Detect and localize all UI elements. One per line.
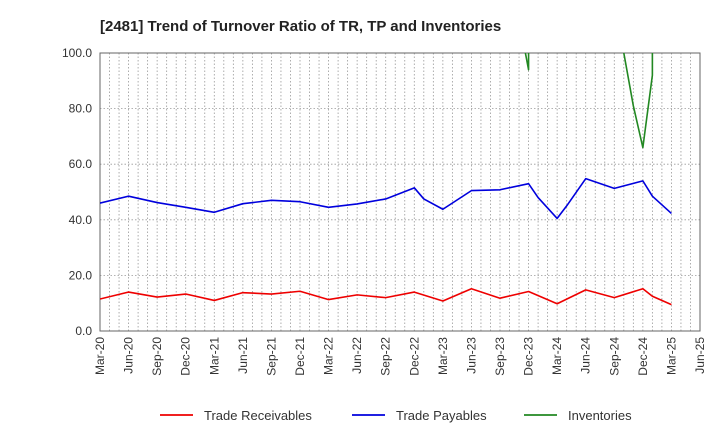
legend-label: Trade Receivables bbox=[204, 408, 312, 423]
x-tick-label: Mar-20 bbox=[93, 337, 107, 375]
y-tick-label: 60.0 bbox=[69, 157, 93, 171]
x-tick-label: Mar-24 bbox=[550, 337, 564, 375]
x-tick-label: Dec-22 bbox=[407, 337, 421, 376]
series-lines bbox=[100, 53, 672, 306]
x-tick-label: Mar-25 bbox=[664, 337, 678, 375]
x-tick-label: Jun-25 bbox=[693, 337, 707, 374]
x-tick-label: Mar-23 bbox=[436, 337, 450, 375]
grid bbox=[99, 52, 701, 332]
series-line-inventories bbox=[524, 53, 530, 71]
y-tick-label: 40.0 bbox=[69, 213, 93, 227]
y-tick-label: 80.0 bbox=[69, 102, 93, 116]
x-tick-label: Jun-20 bbox=[122, 337, 136, 374]
plot-area bbox=[99, 52, 701, 332]
x-tick-label: Sep-22 bbox=[379, 337, 393, 376]
series-line-inventories bbox=[622, 53, 654, 149]
y-tick-label: 0.0 bbox=[75, 324, 92, 338]
y-axis: 0.0 20.0 40.0 60.0 80.0 100.0 bbox=[62, 46, 92, 338]
x-tick-label: Dec-23 bbox=[522, 337, 536, 376]
x-tick-label: Sep-21 bbox=[264, 337, 278, 376]
x-tick-label: Sep-23 bbox=[493, 337, 507, 376]
legend-label: Trade Payables bbox=[396, 408, 487, 423]
x-tick-label: Jun-23 bbox=[464, 337, 478, 374]
legend: Trade Receivables Trade Payables Inventori… bbox=[160, 408, 632, 423]
y-tick-label: 20.0 bbox=[69, 268, 93, 282]
y-tick-label: 100.0 bbox=[62, 46, 92, 60]
x-tick-label: Dec-21 bbox=[293, 337, 307, 376]
series-line-trade-receivables bbox=[100, 287, 672, 306]
x-axis: Mar-20 Jun-20 Sep-20 Dec-20 Mar-21 Jun-21 Sep-… bbox=[93, 337, 707, 376]
x-tick-label: Jun-21 bbox=[236, 337, 250, 374]
x-tick-label: Sep-24 bbox=[607, 337, 621, 376]
x-tick-label: Jun-22 bbox=[350, 337, 364, 374]
x-tick-label: Dec-24 bbox=[636, 337, 650, 376]
x-tick-label: Jun-24 bbox=[579, 337, 593, 374]
x-tick-label: Sep-20 bbox=[150, 337, 164, 376]
series-line-trade-payables bbox=[100, 177, 672, 220]
chart-title: [2481] Trend of Turnover Ratio of TR, TP… bbox=[100, 18, 501, 35]
legend-label: Inventories bbox=[568, 408, 632, 423]
x-tick-label: Dec-20 bbox=[179, 337, 193, 376]
x-tick-label: Mar-21 bbox=[207, 337, 221, 375]
plot-border bbox=[99, 52, 701, 332]
x-tick-label: Mar-22 bbox=[322, 337, 336, 375]
